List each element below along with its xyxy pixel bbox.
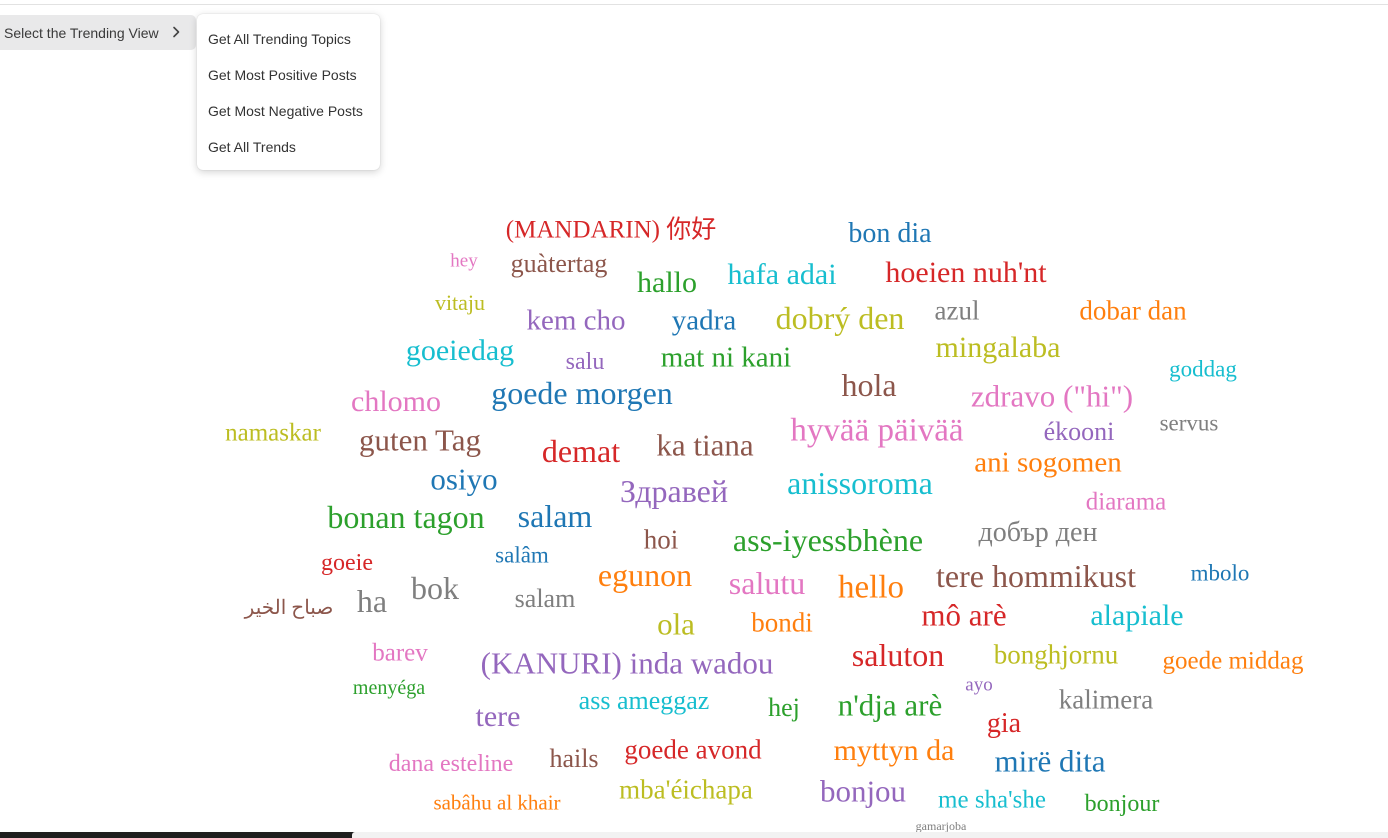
cloud-word[interactable]: goeie <box>321 550 373 576</box>
cloud-word[interactable]: servus <box>1159 410 1219 436</box>
cloud-word[interactable]: hey <box>450 250 478 272</box>
cloud-word[interactable]: hola <box>841 367 897 403</box>
cloud-word[interactable]: bonjou <box>819 773 907 809</box>
cloud-word[interactable]: hyvää päivää <box>790 412 964 449</box>
cloud-word[interactable]: Здравей <box>620 473 728 509</box>
cloud-word[interactable]: guten Tag <box>358 422 482 458</box>
cloud-word[interactable]: bonjour <box>1084 791 1160 817</box>
cloud-word[interactable]: goeiedag <box>405 334 515 367</box>
cloud-word[interactable]: hails <box>549 744 599 773</box>
cloud-word[interactable]: n'dja arè <box>837 687 943 723</box>
cloud-word[interactable]: bonan tagon <box>327 499 485 535</box>
cloud-word[interactable]: me sha'she <box>938 786 1046 814</box>
bottom-panel-edge <box>352 832 1388 838</box>
cloud-word[interactable]: ass-iyessbhène <box>732 522 924 558</box>
cloud-word[interactable]: tere hommikust <box>936 558 1136 594</box>
cloud-word[interactable]: hello <box>838 569 904 606</box>
trending-view-selector[interactable]: Select the Trending View <box>0 15 196 50</box>
cloud-word[interactable]: goede avond <box>624 734 762 765</box>
cloud-word[interactable]: salu <box>565 349 605 375</box>
cloud-word[interactable]: (MANDARIN) 你好 <box>505 216 717 244</box>
cloud-word[interactable]: namaskar <box>225 419 321 447</box>
cloud-word[interactable]: ass ameggaz <box>578 686 710 715</box>
cloud-word[interactable]: hallo <box>637 266 697 299</box>
cloud-word[interactable]: صباح الخير <box>244 597 334 619</box>
cloud-word[interactable]: salutu <box>728 565 806 601</box>
cloud-word[interactable]: dobar dan <box>1079 295 1187 326</box>
cloud-word[interactable]: egunon <box>597 557 693 593</box>
cloud-word[interactable]: mô arè <box>921 597 1007 633</box>
cloud-word[interactable]: chlomo <box>351 385 441 418</box>
cloud-word[interactable]: sabâhu al khair <box>433 790 561 815</box>
cloud-word[interactable]: zdravo ("hi") <box>970 378 1134 414</box>
menu-item-most-negative-posts[interactable]: Get Most Negative Posts <box>208 103 363 119</box>
cloud-word[interactable]: demat <box>541 433 621 469</box>
cloud-word[interactable]: bonghjornu <box>993 639 1119 670</box>
cloud-word[interactable]: ola <box>657 606 695 642</box>
cloud-word[interactable]: saluton <box>851 637 945 673</box>
cloud-word[interactable]: bondi <box>751 607 813 638</box>
cloud-word[interactable]: guàtertag <box>510 249 608 278</box>
cloud-word[interactable]: vitaju <box>434 290 486 315</box>
cloud-word[interactable]: alapiale <box>1090 599 1184 632</box>
cloud-word[interactable]: mat ni kani <box>660 341 792 374</box>
menu-item-all-trending-topics[interactable]: Get All Trending Topics <box>208 31 351 47</box>
cloud-word[interactable]: ka tiana <box>656 427 754 463</box>
trending-view-label: Select the Trending View <box>4 24 159 41</box>
top-divider <box>0 4 1388 5</box>
cloud-word[interactable]: gamarjoba <box>915 819 967 833</box>
cloud-word[interactable]: добър ден <box>978 517 1098 548</box>
cloud-word[interactable]: salam <box>514 584 576 613</box>
cloud-word[interactable]: anissoroma <box>787 465 933 501</box>
cloud-word[interactable]: ayo <box>965 674 993 696</box>
cloud-word[interactable]: goede morgen <box>491 375 673 411</box>
cloud-word[interactable]: mba'éichapa <box>619 774 753 805</box>
cloud-word[interactable]: kalimera <box>1058 684 1154 715</box>
cloud-word[interactable]: dobrý den <box>775 300 905 336</box>
cloud-word[interactable]: kem cho <box>526 304 626 337</box>
cloud-word[interactable]: diarama <box>1085 488 1167 516</box>
cloud-word[interactable]: bon dia <box>848 218 932 249</box>
cloud-word[interactable]: hoi <box>643 524 679 555</box>
cloud-word[interactable]: barev <box>372 639 428 667</box>
cloud-word[interactable]: tere <box>475 700 521 733</box>
cloud-word[interactable]: goede middag <box>1162 647 1304 675</box>
cloud-word[interactable]: salam <box>517 498 593 534</box>
cloud-word[interactable]: hoeien nuh'nt <box>885 256 1047 289</box>
trending-view-menu: Get All Trending Topics Get Most Positiv… <box>197 14 380 170</box>
cloud-word[interactable]: mbolo <box>1190 560 1250 586</box>
cloud-word[interactable]: salâm <box>495 542 549 568</box>
cloud-word[interactable]: gia <box>986 708 1022 739</box>
chevron-right-icon <box>173 26 180 38</box>
cloud-word[interactable]: dana esteline <box>388 751 514 777</box>
cloud-word[interactable]: ha <box>356 583 388 619</box>
menu-item-most-positive-posts[interactable]: Get Most Positive Posts <box>208 67 357 83</box>
cloud-word[interactable]: (KANURI) inda wadou <box>480 645 774 681</box>
cloud-word[interactable]: ani sogomen <box>974 446 1122 479</box>
cloud-word[interactable]: goddag <box>1169 356 1237 382</box>
cloud-word[interactable]: ékooni <box>1043 417 1115 446</box>
cloud-word[interactable]: yadra <box>671 304 737 337</box>
cloud-word[interactable]: menyéga <box>352 677 426 699</box>
cloud-word[interactable]: osiyo <box>430 461 498 497</box>
cloud-word[interactable]: bok <box>411 570 459 606</box>
menu-item-all-trends[interactable]: Get All Trends <box>208 139 296 155</box>
cloud-word[interactable]: mirë dita <box>994 743 1106 779</box>
cloud-word[interactable]: hej <box>768 693 800 722</box>
cloud-word[interactable]: azul <box>934 295 980 326</box>
cloud-word[interactable]: mingalaba <box>935 331 1061 364</box>
cloud-word[interactable]: hafa adai <box>727 258 837 291</box>
cloud-word[interactable]: myttyn da <box>833 734 955 767</box>
